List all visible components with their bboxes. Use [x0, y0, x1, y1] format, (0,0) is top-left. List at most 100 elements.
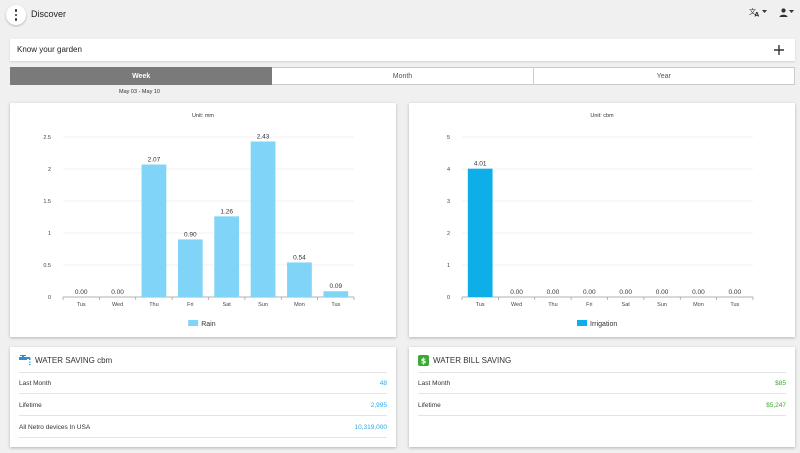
x-tick-label: Tus [476, 302, 485, 308]
y-tick-label: 2.5 [43, 135, 51, 141]
water-saving-title: WATER SAVING cbm [35, 355, 113, 365]
row-value: 2,995 [370, 401, 387, 409]
y-tick-label: 5 [447, 135, 450, 141]
row-label: All Netro devices In USA [19, 423, 91, 431]
svg-text:$: $ [421, 356, 427, 365]
chart-title: Unit: mm [192, 113, 214, 119]
legend-label[interactable]: Irrigation [590, 321, 617, 328]
chevron-down-icon [762, 10, 767, 13]
row-label: Lifetime [418, 401, 441, 409]
data-label: 0.00 [75, 289, 88, 296]
y-tick-label: 4 [447, 167, 450, 173]
faucet-icon [19, 354, 31, 365]
water-bill-title: WATER BILL SAVING [433, 355, 512, 365]
data-label: 0.00 [656, 289, 669, 296]
x-tick-label: Fri [187, 302, 193, 308]
chart-title: Unit: cbm [590, 113, 614, 119]
list-item: Lifetime 2,995 [19, 395, 387, 416]
svg-text:文: 文 [749, 7, 756, 16]
row-label: Last Month [19, 379, 52, 387]
legend-label[interactable]: Rain [201, 321, 216, 328]
irrigation-chart: Unit: cbm 0 1 2 3 4 5 4.01 Tus 0.00 Wed 0.00 Thu 0.00… [447, 113, 754, 328]
bar [141, 164, 167, 297]
bar [214, 216, 240, 297]
x-tick-label: Fri [586, 302, 592, 308]
list-item: Last Month 48 [19, 373, 387, 394]
x-tick-label: Mon [693, 302, 704, 308]
y-tick-label: 0 [447, 295, 450, 301]
period-tabs: Week Month Year [10, 67, 795, 85]
x-tick-label: Thu [149, 302, 158, 308]
water-bill-card: $ WATER BILL SAVING Last Month $85 Lifet… [409, 347, 795, 447]
legend-swatch[interactable] [577, 320, 587, 326]
x-tick-label: Wed [511, 302, 522, 308]
more-vert-icon[interactable] [6, 5, 26, 25]
list-item: Lifetime $5,247 [418, 395, 786, 416]
water-saving-card: WATER SAVING cbm Last Month 48 Lifetime … [10, 347, 396, 447]
y-tick-label: 1.5 [43, 199, 51, 205]
row-value: $5,247 [766, 401, 786, 409]
x-tick-label: Mon [294, 302, 305, 308]
x-tick-label: Tus [331, 302, 340, 308]
x-tick-label: Sat [622, 302, 631, 308]
bar [287, 262, 312, 297]
list-item: All Netro devices In USA 10,319,000 [19, 417, 387, 438]
account-icon[interactable] [779, 7, 794, 17]
x-tick-label: Sun [657, 302, 667, 308]
bar [323, 291, 349, 297]
y-tick-label: 1 [48, 231, 51, 237]
x-tick-label: Sun [258, 302, 268, 308]
data-label: 2.07 [148, 157, 161, 164]
data-label: 0.00 [728, 289, 741, 296]
row-value: 10,319,000 [354, 423, 387, 431]
data-label: 0.00 [547, 289, 560, 296]
row-label: Last Month [418, 379, 451, 387]
tab-year[interactable]: Year [533, 67, 795, 85]
data-label: 0.00 [619, 289, 632, 296]
data-label: 0.90 [184, 231, 197, 238]
list-item: Last Month $85 [418, 373, 786, 394]
tab-week[interactable]: Week [10, 67, 273, 85]
x-tick-label: Thu [548, 302, 557, 308]
data-label: 0.00 [692, 289, 705, 296]
y-tick-label: 2 [447, 231, 450, 237]
data-label: 0.00 [111, 289, 124, 296]
dollar-icon: $ [418, 354, 429, 366]
y-tick-label: 1 [447, 263, 450, 269]
y-tick-label: 0 [48, 295, 51, 301]
legend-swatch[interactable] [188, 320, 199, 326]
x-tick-label: Tus [730, 302, 739, 308]
data-label: 0.00 [510, 289, 523, 296]
translate-icon[interactable]: 文 A [749, 7, 767, 17]
bar [467, 168, 493, 297]
data-label: 0.09 [329, 283, 342, 290]
x-tick-label: Sat [223, 302, 232, 308]
data-label: 0.54 [293, 254, 306, 261]
top-bar: Discover 文 A [0, 0, 800, 30]
data-label: 1.26 [220, 208, 233, 215]
data-label: 2.43 [257, 133, 270, 140]
add-icon[interactable] [771, 42, 787, 58]
row-value: 48 [379, 379, 387, 387]
data-label: 0.00 [583, 289, 596, 296]
row-value: $85 [775, 379, 786, 387]
chevron-down-icon [789, 10, 794, 13]
bar [177, 239, 203, 297]
y-tick-label: 2 [48, 167, 51, 173]
y-tick-label: 3 [447, 199, 450, 205]
tab-month[interactable]: Month [272, 67, 534, 85]
x-tick-label: Tus [77, 302, 86, 308]
y-tick-label: 0.5 [43, 263, 51, 269]
page-title: Discover [31, 9, 67, 19]
rain-chart-card: Unit: mm 0 0.5 1 1.5 2 2.5 0.00 Tus 0.00 Wed 2.07 Th… [10, 103, 396, 337]
svg-text:A: A [755, 12, 760, 18]
garden-label: Know your garden [17, 45, 82, 54]
irrigation-chart-card: Unit: cbm 0 1 2 3 4 5 4.01 Tus 0.00 Wed 0.00 Thu 0.00… [409, 103, 795, 337]
bar [250, 141, 276, 297]
data-label: 4.01 [474, 161, 487, 168]
rain-chart: Unit: mm 0 0.5 1 1.5 2 2.5 0.00 Tus 0.00 Wed 2.07 Th… [43, 113, 355, 328]
row-label: Lifetime [19, 401, 42, 409]
x-tick-label: Wed [112, 302, 123, 308]
know-your-garden-bar[interactable]: Know your garden [10, 39, 795, 61]
date-range: May 03 - May 10 [119, 89, 160, 95]
